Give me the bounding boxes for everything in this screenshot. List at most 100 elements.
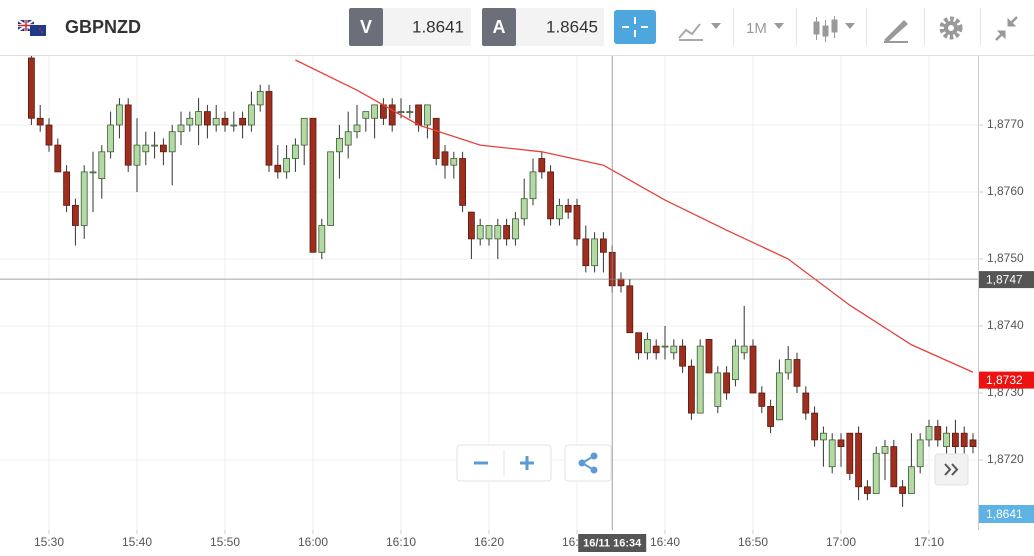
candle-body [353, 124, 361, 133]
candle-body [564, 204, 572, 213]
candle-body [159, 144, 167, 153]
candle-body [582, 238, 590, 267]
y-tick-label: 1,8740 [987, 318, 1024, 332]
candle-body [476, 225, 484, 240]
crosshair-button[interactable] [614, 10, 656, 44]
candle-body [133, 144, 141, 166]
candle-body [467, 211, 475, 240]
candle-body [679, 345, 686, 367]
x-tick-label: 16:40 [650, 535, 680, 549]
flag-icon [17, 19, 46, 36]
ask-price: 1.8645 [546, 17, 598, 36]
candle-body [688, 365, 695, 414]
y-axis-panel [978, 55, 1034, 530]
x-tick-label: 16:50 [738, 535, 768, 549]
candle-body [776, 372, 783, 421]
candle-body [916, 439, 924, 468]
x-axis: 15:30 15:40 15:50 16:00 16:10 16:20 16:30 16:40… [34, 530, 944, 552]
candle-body [512, 218, 519, 240]
candle-body [459, 158, 467, 206]
candle-body [318, 225, 326, 253]
candle-body [45, 124, 53, 146]
x-tick-label: 15:30 [34, 535, 64, 549]
candle-body [27, 57, 35, 119]
candle-body [230, 124, 238, 127]
candle-body [177, 124, 185, 133]
x-tick-label: 17:10 [914, 535, 944, 549]
candle-body [485, 225, 493, 240]
scroll-to-end-button[interactable] [934, 453, 969, 486]
zoom-in-button[interactable] [520, 456, 534, 470]
candle-body [397, 111, 405, 113]
share-button[interactable] [564, 444, 612, 482]
candle-body [767, 405, 774, 427]
y-tick-label: 1,8770 [987, 117, 1024, 131]
bid-label: V [360, 17, 372, 37]
candle-body [415, 104, 423, 126]
candle-body [635, 332, 642, 354]
ma-price-label: 1,8732 [986, 373, 1023, 387]
candle-body [908, 466, 915, 494]
candle-body [406, 111, 414, 113]
candle-body [969, 439, 977, 447]
candle-body [274, 164, 282, 173]
candle-body [265, 91, 273, 166]
candle-type-button[interactable] [813, 16, 855, 42]
crosshair-time-label: 16/11 16:34 [583, 537, 642, 549]
candle-body [740, 345, 748, 354]
settings-button[interactable] [939, 16, 963, 40]
moving-average-line [295, 59, 974, 373]
candle-body [661, 345, 669, 348]
candle-body [221, 117, 229, 126]
candle-body [362, 111, 370, 119]
candle-body [925, 426, 933, 441]
candle-body [943, 432, 950, 448]
candle-body [652, 345, 660, 354]
candle-body [855, 432, 862, 488]
candle-body [239, 117, 247, 126]
candle-body [811, 412, 818, 441]
bid-button[interactable] [349, 8, 383, 46]
crosshair-time-tag [578, 534, 647, 552]
candle-body [432, 117, 440, 159]
candle-body [529, 171, 537, 200]
timeframe[interactable]: 1M [746, 20, 767, 37]
draw-tools-button[interactable] [884, 20, 908, 43]
candle-body [441, 151, 449, 166]
candle-body [881, 446, 889, 454]
candle-body [450, 158, 458, 166]
ask-button[interactable] [482, 8, 516, 46]
timeframe-arrow [774, 23, 784, 29]
chart-type-button[interactable] [678, 23, 721, 41]
candle-body [291, 144, 299, 159]
candle-body [626, 285, 634, 334]
candle-body [934, 426, 942, 441]
ask-box [516, 8, 604, 46]
candle-body [36, 117, 44, 126]
y-tick-label: 1,8750 [987, 251, 1024, 265]
bid-price-tag [979, 505, 1034, 523]
candle-body [344, 131, 352, 146]
candle-body [72, 204, 79, 226]
candle-body [186, 117, 194, 126]
candle-body [538, 158, 546, 173]
x-tick-label: 17:00 [826, 535, 856, 549]
candle-body [644, 338, 651, 354]
y-tick-label: 1,8720 [987, 452, 1024, 466]
bid-price-label: 1,8641 [986, 507, 1023, 521]
candle-body [309, 117, 317, 253]
crosshair-price-label: 1,8747 [986, 272, 1023, 286]
y-axis: 1,8720 1,8730 1,8740 1,8750 1,8760 1,8770 1,87… [978, 117, 1034, 523]
candle-body [714, 372, 722, 407]
candle-body [573, 204, 581, 240]
ma-price-tag [979, 371, 1034, 389]
crosshair-icon [622, 17, 648, 37]
candle-body [758, 392, 766, 407]
candle-body [335, 137, 343, 153]
candle-body [327, 151, 335, 226]
collapse-button[interactable] [995, 16, 1018, 41]
candle-body [247, 104, 255, 126]
candle-body [371, 104, 379, 119]
